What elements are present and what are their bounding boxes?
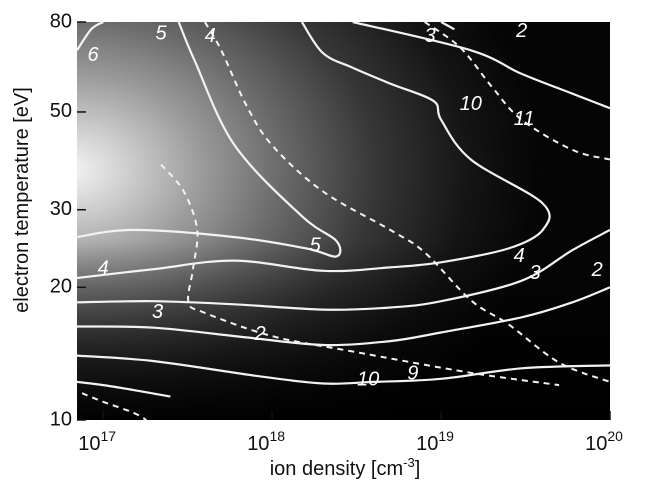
- dashed-contour-line-2: [424, 22, 610, 161]
- contour-line-8: [77, 380, 171, 398]
- x-tick-label: 1020: [585, 428, 623, 455]
- contour-label: 3: [424, 25, 435, 47]
- y-tick-label: 10: [50, 408, 72, 430]
- x-axis-title-main: ion density [cm: [270, 458, 403, 480]
- contour-lines: [77, 22, 610, 420]
- contour-line-0: [77, 22, 104, 51]
- contour-label: 10: [460, 93, 482, 115]
- y-tick-label: 20: [50, 276, 72, 298]
- contour-line-7: [440, 22, 455, 31]
- contour-label: 5: [155, 23, 167, 45]
- contour-label: 2: [591, 259, 603, 281]
- x-tick-label: 1018: [247, 428, 285, 455]
- contour-line-4: [77, 286, 610, 347]
- heatmap-bottom-shade: [77, 22, 610, 420]
- y-axis-title: electron temperature [eV]: [11, 87, 33, 313]
- contour-line-5: [77, 354, 610, 385]
- x-axis-title-sup: -3: [403, 455, 415, 470]
- x-axis-ticks: 1017 1018 1019 1020: [78, 411, 623, 455]
- contour-label: 2: [254, 323, 266, 345]
- x-axis-title-end: ]: [415, 458, 421, 480]
- contour-label: 2: [515, 20, 527, 42]
- contour-label: 4: [98, 257, 109, 279]
- y-tick-label: 30: [50, 198, 72, 220]
- x-tick-label: 1019: [416, 428, 454, 455]
- contour-label: 3: [152, 301, 163, 323]
- x-tick-label: 1017: [78, 428, 116, 455]
- contour-label: 11: [514, 108, 535, 130]
- contour-line-2: [77, 22, 551, 280]
- dashed-contour-line-0: [160, 163, 560, 387]
- contour-line-6: [352, 22, 610, 110]
- dashed-contour-line-1: [204, 22, 610, 383]
- x-axis-title: ion density [cm-3]: [270, 455, 421, 480]
- contour-label: 5: [310, 234, 322, 256]
- contour-label: 3: [529, 262, 540, 284]
- y-axis-ticks: 10 20 30 50 80: [50, 10, 86, 430]
- contour-label: 9: [407, 363, 418, 385]
- contour-label: 4: [514, 245, 525, 267]
- contour-line-1: [77, 22, 342, 258]
- contour-line-3: [77, 228, 610, 311]
- contour-label: 6: [87, 44, 99, 66]
- contour-label: 10: [357, 369, 379, 391]
- y-tick-label: 50: [50, 100, 72, 122]
- y-tick-label: 80: [50, 10, 72, 32]
- contour-label: 4: [205, 25, 216, 47]
